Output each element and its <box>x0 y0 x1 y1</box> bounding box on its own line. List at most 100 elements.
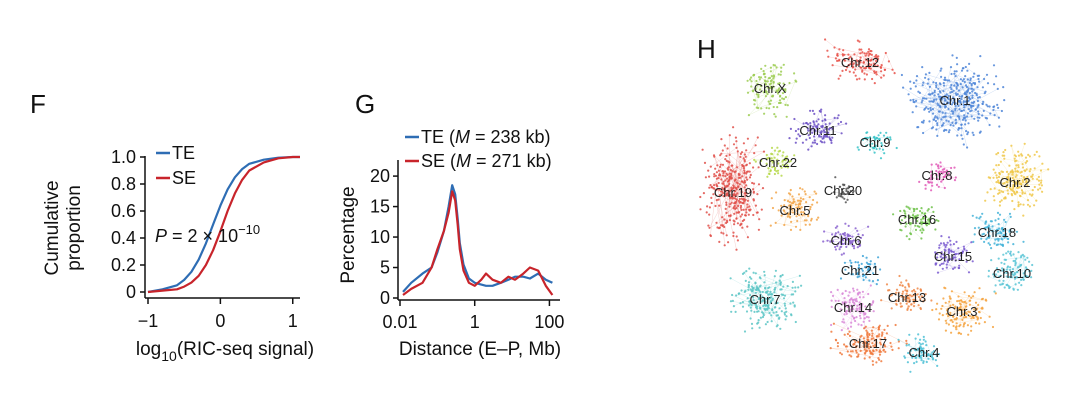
h-node <box>955 240 958 243</box>
h-node <box>1022 278 1025 281</box>
h-node <box>734 197 737 200</box>
h-node <box>771 153 774 156</box>
h-node <box>1028 205 1031 208</box>
h-node <box>922 338 925 341</box>
h-node <box>724 158 727 161</box>
h-node <box>949 319 952 322</box>
h-node <box>809 122 812 125</box>
h-node <box>921 227 924 230</box>
h-node <box>899 209 902 213</box>
h-node <box>727 180 730 183</box>
h-node <box>949 304 952 307</box>
h-node <box>1021 179 1024 182</box>
h-node <box>709 165 712 168</box>
h-node <box>845 238 848 241</box>
h-node <box>996 229 999 232</box>
h-edge <box>767 153 772 177</box>
h-node <box>908 298 911 301</box>
h-node <box>764 64 767 67</box>
h-node <box>770 146 774 149</box>
h-node <box>736 166 739 169</box>
h-node <box>962 101 965 104</box>
f-legend-se: SE <box>172 168 196 188</box>
h-node <box>829 240 832 243</box>
h-node <box>756 287 759 290</box>
h-node <box>909 294 912 297</box>
h-edge <box>790 213 798 218</box>
h-node <box>940 75 943 78</box>
h-cluster-label: Chr.X <box>754 81 787 96</box>
h-node <box>767 286 770 290</box>
h-node <box>784 158 787 161</box>
h-node <box>724 175 727 178</box>
h-node <box>774 286 777 289</box>
h-node <box>871 142 874 145</box>
h-node <box>823 230 826 233</box>
h-node <box>782 297 786 300</box>
h-node <box>856 309 859 312</box>
h-node <box>796 219 799 223</box>
h-node <box>765 304 768 307</box>
h-node <box>766 157 769 160</box>
h-node <box>728 205 731 208</box>
h-node <box>788 81 791 85</box>
h-node <box>1017 166 1020 169</box>
h-edge <box>775 222 797 227</box>
h-node <box>1009 252 1012 255</box>
h-node <box>959 78 963 81</box>
h-node <box>801 141 805 144</box>
h-node <box>794 290 797 293</box>
h-node <box>776 153 779 156</box>
h-node <box>818 109 821 113</box>
h-node <box>935 183 939 186</box>
h-node <box>990 259 993 262</box>
h-node <box>843 261 847 264</box>
h-node <box>958 325 961 328</box>
h-node <box>922 121 925 124</box>
h-node <box>935 173 938 176</box>
h-edge <box>791 214 809 223</box>
h-node <box>773 149 777 152</box>
h-node <box>781 154 784 157</box>
h-node <box>965 302 968 305</box>
h-node <box>722 232 725 235</box>
h-node <box>779 73 782 76</box>
h-node <box>957 295 960 298</box>
h-node <box>757 166 760 169</box>
h-node <box>967 294 971 298</box>
h-node <box>906 300 909 303</box>
h-edge <box>910 339 921 351</box>
h-node <box>914 85 917 88</box>
h-node <box>957 332 960 335</box>
h-edge <box>753 74 759 109</box>
h-node <box>847 185 851 188</box>
h-node <box>867 309 870 313</box>
h-node <box>911 356 914 359</box>
h-node <box>917 304 920 307</box>
h-node <box>973 82 977 85</box>
h-node <box>779 274 782 278</box>
h-node <box>860 48 863 51</box>
h-node <box>994 292 997 295</box>
h-node <box>977 119 980 122</box>
h-node <box>889 294 892 297</box>
h-node <box>743 158 746 162</box>
h-node <box>928 85 932 88</box>
h-node <box>773 113 776 116</box>
h-node <box>972 75 975 78</box>
h-node <box>929 170 933 173</box>
h-node <box>920 359 923 362</box>
h-node <box>713 187 716 190</box>
h-node <box>871 334 874 337</box>
h-node <box>909 80 912 83</box>
h-node <box>713 184 716 187</box>
h-node <box>868 356 871 359</box>
h-node <box>733 194 736 197</box>
h-node <box>790 220 793 223</box>
g-legend-se-post: = 271 kb) <box>471 151 552 171</box>
h-node <box>937 167 940 170</box>
h-node <box>1009 250 1012 253</box>
h-edge <box>833 323 893 351</box>
h-node <box>880 70 883 73</box>
h-node <box>967 271 971 274</box>
